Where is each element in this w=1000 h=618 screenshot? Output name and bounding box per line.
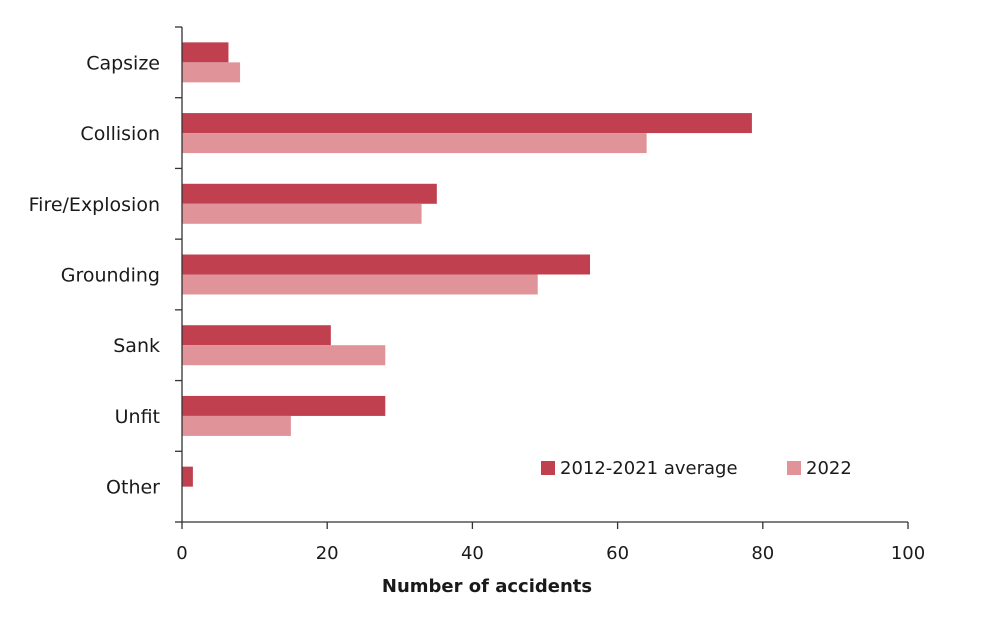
- bar-capsize-series-1: [182, 42, 229, 63]
- legend-label-2: 2022: [806, 458, 852, 479]
- bar-unfit-series-2: [182, 415, 291, 436]
- category-label-capsize: Capsize: [86, 52, 160, 74]
- legend-label-1: 2012-2021 average: [560, 458, 738, 479]
- bar-collision-series-1: [182, 113, 752, 134]
- category-labels-group: Capsize Collision Fire/Explosion Grounding S…: [29, 52, 161, 498]
- bar-other-series-1: [182, 466, 193, 487]
- x-tick-label: 80: [751, 543, 774, 564]
- bar-sank-series-1: [182, 325, 331, 346]
- bar-sank-series-2: [182, 345, 386, 366]
- bar-fire-explosion-series-2: [182, 203, 422, 224]
- legend: 2012-2021 average 2022: [541, 458, 852, 479]
- bar-unfit-series-1: [182, 395, 386, 416]
- category-label-sank: Sank: [113, 335, 160, 357]
- bar-grounding-series-2: [182, 274, 538, 295]
- x-tick-label: 20: [316, 543, 339, 564]
- x-axis-title: Number of accidents: [382, 576, 592, 597]
- bar-fire-explosion-series-1: [182, 183, 437, 204]
- x-tick-label: 40: [461, 543, 484, 564]
- category-label-fire-explosion: Fire/Explosion: [29, 194, 160, 216]
- x-tick-label: 60: [606, 543, 629, 564]
- legend-swatch-1: [541, 461, 555, 475]
- bar-capsize-series-2: [182, 62, 241, 83]
- x-tick-label: 100: [891, 543, 925, 564]
- category-label-grounding: Grounding: [61, 265, 160, 287]
- bar-grounding-series-1: [182, 254, 591, 275]
- axes-group: [181, 27, 908, 523]
- category-label-collision: Collision: [80, 123, 160, 145]
- bar-collision-series-2: [182, 133, 647, 154]
- category-label-unfit: Unfit: [115, 406, 160, 428]
- bars-group: [182, 42, 752, 487]
- legend-swatch-2: [787, 461, 801, 475]
- ticks-group: 0 20 40 60 80 100: [175, 26, 925, 564]
- category-label-other: Other: [106, 477, 160, 499]
- x-tick-label: 0: [176, 543, 187, 564]
